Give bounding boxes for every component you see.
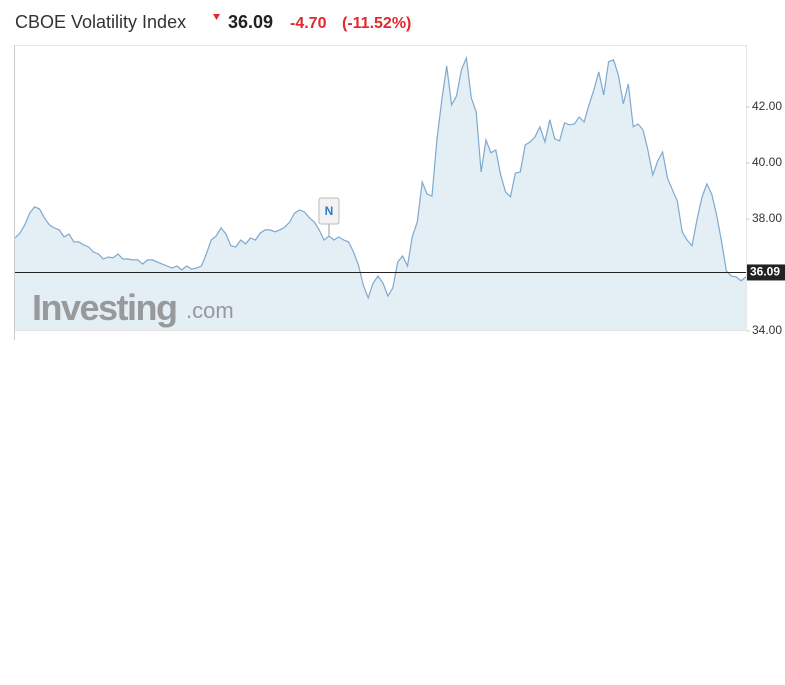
last-price-box xyxy=(747,264,785,281)
last-price: 36.09 xyxy=(228,12,273,32)
chart-title: CBOE Volatility Index xyxy=(15,12,186,32)
change-percent: (-11.52%) xyxy=(342,15,411,32)
down-arrow-icon xyxy=(213,14,220,20)
plot-area xyxy=(14,55,747,331)
watermark-brand: Investing xyxy=(32,287,177,328)
y-tick-label: 40.00 xyxy=(752,155,782,169)
news-marker xyxy=(318,197,340,225)
area-fill xyxy=(15,57,746,331)
y-tick-label: 34.00 xyxy=(752,323,782,337)
news-marker-label: N xyxy=(325,204,334,218)
y-tick-label: 42.00 xyxy=(752,99,782,113)
price-line xyxy=(14,55,747,300)
watermark-suffix: .com xyxy=(186,298,234,323)
y-tick-label: 38.00 xyxy=(752,211,782,225)
last-price-label: 36.09 xyxy=(750,265,780,279)
change: -4.70 xyxy=(290,15,327,32)
